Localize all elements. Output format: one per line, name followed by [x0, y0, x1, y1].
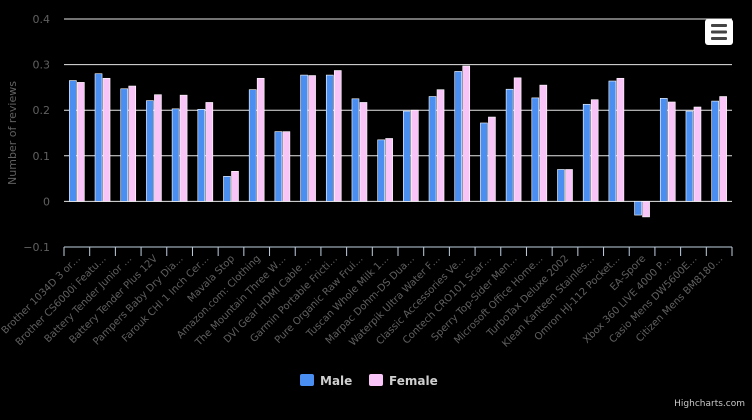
- bar-male[interactable]: [531, 97, 540, 202]
- x-axis: [63, 246, 733, 256]
- grid-layer: [64, 18, 732, 202]
- y-axis-title: Number of reviews: [6, 81, 19, 185]
- bar-female[interactable]: [359, 102, 368, 202]
- bar-female[interactable]: [102, 77, 111, 202]
- bar-male[interactable]: [428, 96, 437, 202]
- bar-male[interactable]: [223, 176, 231, 202]
- bar-male[interactable]: [197, 108, 206, 202]
- bar-male[interactable]: [659, 98, 668, 202]
- bar-female[interactable]: [590, 99, 599, 202]
- bar-male[interactable]: [94, 73, 103, 202]
- legend-label-female: Female: [389, 374, 438, 388]
- bar-male[interactable]: [300, 74, 308, 202]
- bar-female[interactable]: [154, 94, 162, 202]
- y-tick-label: −0.1: [23, 241, 50, 254]
- bar-male[interactable]: [69, 80, 77, 202]
- bar-female[interactable]: [385, 138, 393, 202]
- legend-swatch-male: [300, 374, 314, 386]
- bar-female[interactable]: [77, 82, 85, 202]
- y-axis-ticks: −0.1 0 0.1 0.2 0.3 0.4: [23, 13, 50, 254]
- bar-female[interactable]: [128, 85, 137, 202]
- bar-female[interactable]: [616, 77, 625, 202]
- bar-male[interactable]: [480, 122, 488, 202]
- chart-menu-button[interactable]: [705, 19, 733, 45]
- legend-item-male[interactable]: Male: [300, 374, 352, 388]
- x-axis-ticks: Brother 1034D 3 or…Brother CS6000i Featu…: [0, 253, 725, 350]
- bar-male[interactable]: [248, 89, 257, 202]
- bar-male[interactable]: [608, 80, 617, 202]
- bar-male[interactable]: [377, 139, 385, 202]
- bar-female[interactable]: [411, 109, 419, 202]
- bar-male[interactable]: [711, 100, 719, 202]
- bar-female[interactable]: [205, 102, 214, 202]
- bar-female[interactable]: [462, 65, 471, 202]
- credits-link[interactable]: Highcharts.com: [674, 399, 745, 409]
- bar-female[interactable]: [667, 101, 676, 202]
- bar-male[interactable]: [557, 169, 565, 202]
- bar-female[interactable]: [642, 201, 650, 218]
- bar-male[interactable]: [171, 108, 180, 202]
- legend-swatch-female: [369, 374, 383, 386]
- y-tick-label: 0.1: [33, 150, 51, 163]
- y-tick-label: 0: [43, 195, 50, 208]
- bar-female[interactable]: [719, 96, 727, 202]
- bar-female[interactable]: [256, 77, 265, 202]
- bar-female[interactable]: [565, 169, 573, 202]
- hamburger-icon: [711, 24, 727, 40]
- bar-male[interactable]: [120, 88, 129, 202]
- bar-male[interactable]: [325, 74, 334, 202]
- bar-female[interactable]: [308, 75, 316, 202]
- bar-female[interactable]: [231, 171, 239, 202]
- bar-male[interactable]: [351, 98, 360, 202]
- bar-female[interactable]: [179, 94, 188, 202]
- bar-female[interactable]: [333, 70, 342, 202]
- bar-female[interactable]: [539, 84, 548, 202]
- legend-label-male: Male: [320, 374, 352, 388]
- bar-female[interactable]: [282, 131, 291, 202]
- bar-female[interactable]: [436, 89, 445, 202]
- bar-male[interactable]: [146, 100, 154, 202]
- bars-layer: [69, 65, 727, 218]
- bar-male[interactable]: [454, 71, 463, 202]
- bar-male[interactable]: [505, 88, 514, 202]
- bar-male[interactable]: [582, 103, 591, 202]
- y-tick-label: 0.2: [33, 104, 51, 117]
- legend: Male Female: [300, 374, 438, 388]
- bar-male[interactable]: [403, 110, 411, 202]
- bar-female[interactable]: [693, 106, 702, 202]
- bar-male[interactable]: [685, 110, 694, 202]
- bar-male[interactable]: [274, 131, 283, 202]
- y-tick-label: 0.4: [33, 13, 51, 26]
- bar-female[interactable]: [513, 77, 522, 202]
- legend-item-female[interactable]: Female: [369, 374, 438, 388]
- bar-female[interactable]: [488, 116, 496, 202]
- y-tick-label: 0.3: [33, 59, 51, 72]
- bar-male[interactable]: [634, 201, 642, 216]
